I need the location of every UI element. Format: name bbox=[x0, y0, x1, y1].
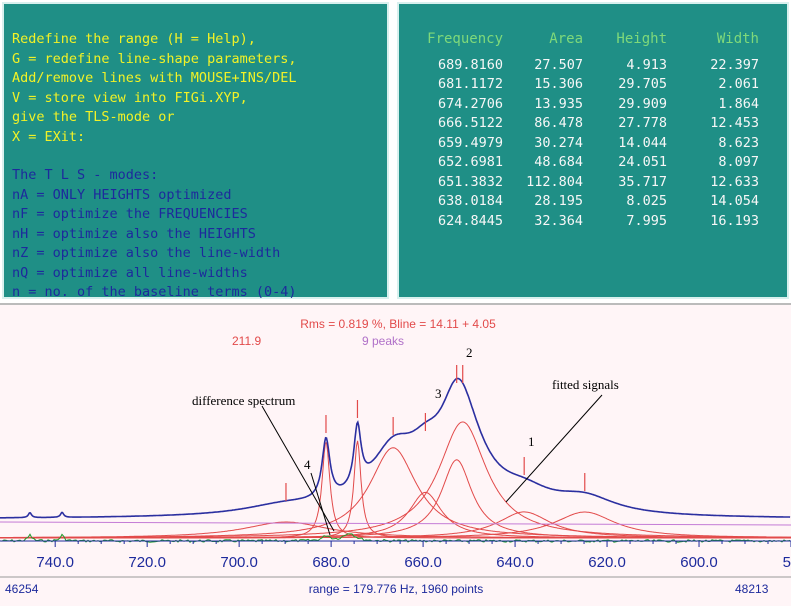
spectrum-svg[interactable]: Rms = 0.819 %, Bline = 14.11 + 4.05 211.… bbox=[0, 305, 791, 606]
table-row: 689.8160 27.507 4.913 22.397 bbox=[405, 56, 759, 76]
x-tick-label: 640.0 bbox=[496, 554, 534, 571]
table-cell: 651.3832 bbox=[437, 173, 503, 190]
command-line-5: X = EXit: bbox=[12, 128, 86, 145]
fitted-signal-9 bbox=[0, 511, 791, 539]
command-line-2: Add/remove lines with MOUSE+INS/DEL bbox=[12, 70, 297, 86]
table-cell: 652.6981 bbox=[437, 154, 503, 170]
mode-line-3: nH = optimize also the HEIGHTS bbox=[12, 225, 256, 242]
command-line-3: V = store view into FIGi.XYP, bbox=[12, 89, 248, 106]
table-cell: 30.274 bbox=[534, 134, 583, 151]
mode-line-1: nA = ONLY HEIGHTS optimized bbox=[12, 186, 232, 203]
table-cell: 29.705 bbox=[618, 76, 667, 92]
table-row: 651.3832 112.804 35.717 12.633 bbox=[405, 173, 759, 193]
col-area: Area bbox=[549, 31, 583, 47]
table-row: 674.2706 13.935 29.909 1.864 bbox=[405, 95, 759, 115]
tls-mode-lines: The T L S - modes: nA = ONLY HEIGHTS opti… bbox=[12, 166, 296, 303]
mode-line-4: nZ = optimize also the line-width bbox=[12, 245, 281, 261]
label-difference-spectrum: difference spectrum bbox=[192, 393, 295, 408]
right-index: 48213 bbox=[735, 582, 769, 596]
table-cell: 86.478 bbox=[534, 115, 583, 131]
table-cell: 22.397 bbox=[710, 56, 759, 73]
table-row: 666.5122 86.478 27.778 12.453 bbox=[405, 114, 759, 134]
left-index: 46254 bbox=[5, 582, 39, 596]
x-tick-label: 700.0 bbox=[220, 554, 258, 571]
table-row: 638.0184 28.195 8.025 14.054 bbox=[405, 192, 759, 212]
x-tick-label: 680.0 bbox=[312, 554, 350, 571]
command-help-panel: Redefine the range (H = Help), G = redefi… bbox=[2, 2, 389, 300]
table-row: 652.6981 48.684 24.051 8.097 bbox=[405, 153, 759, 173]
x-tick-label: 58 bbox=[783, 554, 791, 571]
x-tick-label: 720.0 bbox=[128, 554, 166, 571]
table-header-row: Frequency Area Height Width bbox=[405, 30, 759, 56]
table-cell: 8.623 bbox=[718, 134, 759, 151]
label-fitted-signals: fitted signals bbox=[552, 377, 619, 392]
table-cell: 681.1172 bbox=[437, 76, 503, 92]
table-cell: 674.2706 bbox=[437, 95, 503, 112]
table-row: 681.1172 15.306 29.705 2.061 bbox=[405, 75, 759, 95]
table-cell: 638.0184 bbox=[437, 193, 503, 209]
table-cell: 666.5122 bbox=[437, 115, 503, 131]
table-cell: 624.8445 bbox=[437, 212, 503, 229]
table-cell: 24.051 bbox=[618, 154, 667, 170]
mode-line-6: n = no. of the baseline terms (0-4) bbox=[12, 284, 297, 300]
baseline-value: 211.9 bbox=[232, 334, 261, 348]
command-line-4: give the TLS-mode or bbox=[12, 109, 175, 125]
x-tick-label: 600.0 bbox=[680, 554, 718, 571]
table-cell: 689.8160 bbox=[437, 56, 503, 73]
table-cell: 1.864 bbox=[718, 95, 759, 112]
x-tick-label: 740.0 bbox=[36, 554, 74, 571]
baseline-line bbox=[0, 521, 791, 526]
table-cell: 29.909 bbox=[618, 95, 667, 112]
fitted-signal-7 bbox=[0, 421, 791, 538]
mode-line-0: The T L S - modes: bbox=[12, 167, 159, 183]
label-peak-1: 1 bbox=[528, 434, 535, 449]
table-cell: 48.684 bbox=[534, 154, 583, 170]
results-panel: Frequency Area Height Width 689.8160 27.5… bbox=[397, 2, 789, 299]
table-cell: 16.193 bbox=[710, 212, 759, 229]
spectrum-plot[interactable]: Rms = 0.819 %, Bline = 14.11 + 4.05 211.… bbox=[0, 303, 791, 606]
fitted-signal-6 bbox=[0, 459, 791, 539]
x-tick-label: 660.0 bbox=[404, 554, 442, 571]
measured-spectrum bbox=[0, 377, 791, 519]
x-tick-label: 620.0 bbox=[588, 554, 626, 571]
table-cell: 12.633 bbox=[710, 173, 759, 190]
table-cell: 27.507 bbox=[534, 56, 583, 73]
col-width: Width bbox=[716, 31, 759, 47]
command-lines: Redefine the range (H = Help), G = redefi… bbox=[12, 30, 296, 147]
peak-results-table: Frequency Area Height Width 689.8160 27.5… bbox=[405, 30, 759, 231]
peak-count: 9 peaks bbox=[362, 334, 404, 348]
table-cell: 13.935 bbox=[534, 95, 583, 112]
table-cell: 4.913 bbox=[626, 56, 667, 73]
col-frequency: Frequency bbox=[427, 31, 503, 47]
table-cell: 2.061 bbox=[718, 76, 759, 92]
table-cell: 12.453 bbox=[710, 115, 759, 131]
range-text: range = 179.776 Hz, 1960 points bbox=[309, 582, 483, 596]
table-cell: 15.306 bbox=[534, 76, 583, 92]
table-cell: 8.025 bbox=[626, 193, 667, 209]
table-cell: 35.717 bbox=[618, 173, 667, 190]
table-row: 659.4979 30.274 14.044 8.623 bbox=[405, 134, 759, 154]
annotation-leader-1 bbox=[505, 394, 603, 503]
command-line-1: G = redefine line-shape parameters, bbox=[12, 50, 297, 67]
table-cell: 7.995 bbox=[626, 212, 667, 229]
command-line-0: Redefine the range (H = Help), bbox=[12, 31, 256, 47]
table-cell: 28.195 bbox=[534, 193, 583, 209]
label-peak-4: 4 bbox=[304, 457, 311, 472]
table-cell: 14.044 bbox=[618, 134, 667, 151]
table-cell: 8.097 bbox=[718, 154, 759, 170]
table-cell: 32.364 bbox=[534, 212, 583, 229]
table-cell: 27.778 bbox=[618, 115, 667, 131]
table-cell: 659.4979 bbox=[437, 134, 503, 151]
table-cell: 112.804 bbox=[526, 173, 583, 190]
annotation-leader-2 bbox=[310, 472, 331, 536]
mode-line-5: nQ = optimize all line-widths bbox=[12, 264, 248, 281]
rms-text: Rms = 0.819 %, Bline = 14.11 + 4.05 bbox=[300, 317, 496, 331]
table-cell: 14.054 bbox=[710, 193, 759, 209]
label-peak-3: 3 bbox=[435, 386, 442, 401]
mode-line-2: nF = optimize the FREQUENCIES bbox=[12, 206, 248, 222]
label-peak-2: 2 bbox=[466, 345, 473, 360]
table-row: 624.8445 32.364 7.995 16.193 bbox=[405, 212, 759, 232]
col-height: Height bbox=[616, 31, 667, 47]
